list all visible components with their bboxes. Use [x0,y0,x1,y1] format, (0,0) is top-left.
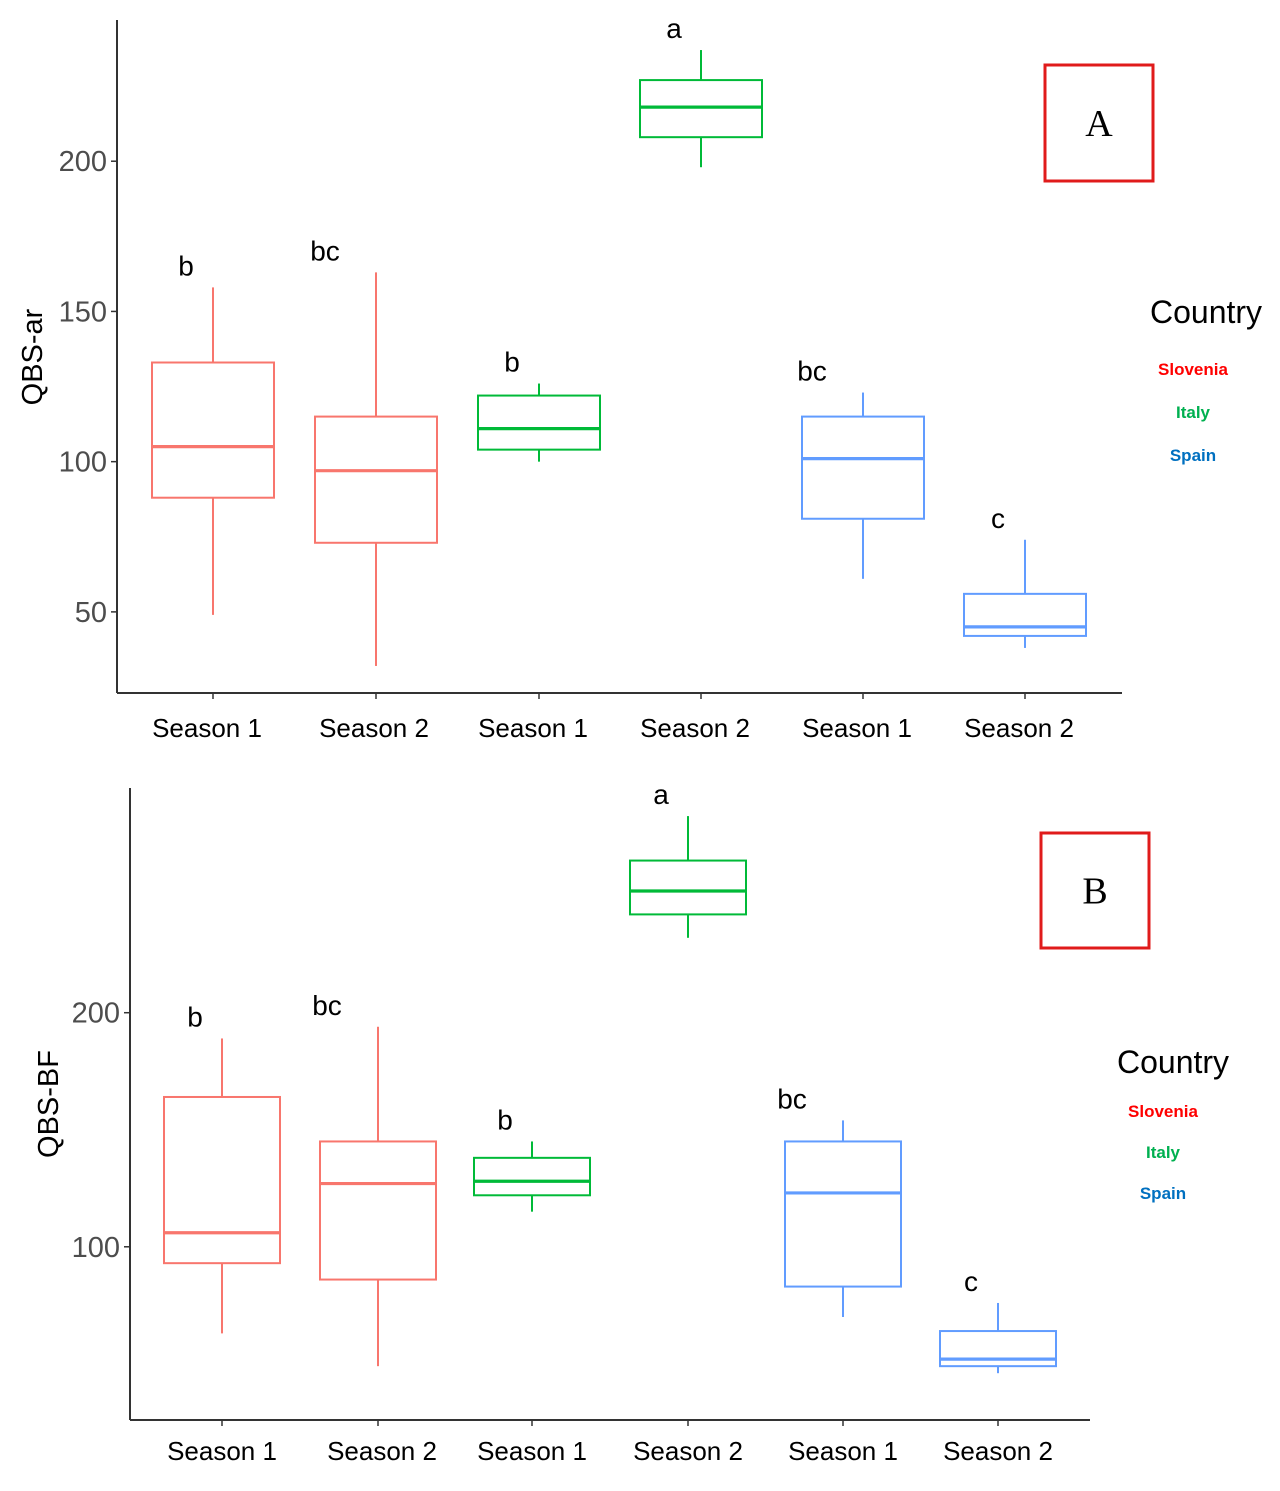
significance-letter: bc [310,235,340,266]
significance-letter: c [991,503,1005,534]
legend: Country Slovenia Italy Spain [1150,294,1262,465]
box-iqr [473,1156,591,1197]
y-axis-label: QBS-ar [17,308,49,405]
box-iqr [629,859,747,916]
x-tick-label: Season 1 [788,1436,898,1466]
y-tick-label: 100 [72,1232,120,1264]
x-tick-label: Season 1 [167,1436,277,1466]
x-tick-label: Season 1 [152,713,262,743]
chart-panel-a: 50 100 150 200 QBS-ar b Season 1 bc Season 2 b Sea… [17,13,1262,743]
significance-letter: a [666,13,682,44]
box-italy-season-1: b [473,1104,591,1212]
box-slovenia-season-1: b [163,1001,281,1334]
box-iqr [963,592,1087,637]
significance-letter: a [653,779,669,810]
panel-label: A [1085,103,1113,145]
panel-label-box [1039,831,1151,950]
box-iqr [801,415,925,520]
significance-letter: bc [312,990,342,1021]
y-axis-label: QBS-BF [33,1050,65,1158]
box-slovenia-season-2: bc [312,990,437,1367]
x-tick-label: Season 1 [477,1436,587,1466]
y-tick-label: 200 [59,146,107,178]
legend-item-spain: Spain [1140,1184,1186,1203]
y-tick-label: 100 [59,447,107,479]
x-tick-label: Season 2 [964,713,1074,743]
significance-letter: c [964,1266,978,1297]
significance-letter: b [504,347,520,378]
box-iqr [477,394,601,451]
legend: Country Slovenia Italy Spain [1117,1044,1229,1203]
y-tick-label: 150 [59,296,107,328]
box-slovenia-season-1: b [151,250,275,615]
panel-label-box [1043,63,1155,183]
significance-letter: b [497,1104,513,1135]
box-italy-season-1: b [477,347,601,462]
significance-letter: b [178,250,194,281]
box-iqr [163,1095,281,1265]
box-spain-season-1: bc [777,1083,902,1318]
box-spain-season-2: c [939,1266,1057,1374]
y-tick-label: 200 [72,998,120,1030]
x-tick-label: Season 2 [319,713,429,743]
x-tick-label: Season 1 [802,713,912,743]
x-tick-label: Season 1 [478,713,588,743]
box-iqr [151,361,275,499]
legend-item-slovenia: Slovenia [1128,1102,1198,1121]
legend-item-spain: Spain [1170,446,1216,465]
box-spain-season-1: bc [797,356,925,579]
x-tick-label: Season 2 [640,713,750,743]
x-tick-label: Season 2 [327,1436,437,1466]
y-tick-label: 50 [75,597,107,629]
box-iqr [319,1140,437,1281]
box-iqr [939,1330,1057,1368]
legend-title: Country [1117,1044,1229,1080]
x-tick-label: Season 2 [943,1436,1053,1466]
legend-item-slovenia: Slovenia [1158,360,1228,379]
panel-label: B [1082,871,1107,913]
significance-letter: bc [797,356,827,387]
box-italy-season-2: a [639,13,763,168]
legend-item-italy: Italy [1176,403,1211,422]
significance-letter: b [187,1001,203,1032]
box-iqr [784,1140,902,1288]
box-iqr [314,415,438,544]
legend-item-italy: Italy [1146,1143,1181,1162]
legend-title: Country [1150,294,1262,330]
box-italy-season-2: a [629,779,747,938]
x-tick-label: Season 2 [633,1436,743,1466]
box-spain-season-2: c [963,503,1087,648]
significance-letter: bc [777,1083,807,1114]
box-slovenia-season-2: bc [310,235,438,666]
